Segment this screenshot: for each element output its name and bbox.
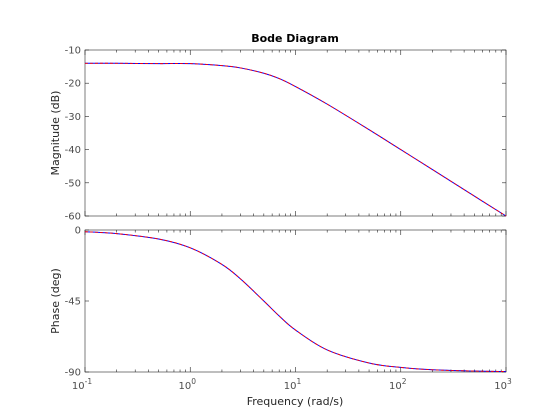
phase-ytick-label: -45	[65, 297, 81, 308]
magnitude-ytick-label: -30	[65, 112, 81, 123]
phase-axis-label: Phase (deg)	[49, 268, 62, 334]
x-tick-label: 100	[178, 377, 196, 392]
magnitude-ytick-label: -60	[65, 212, 81, 223]
x-tick-label: 101	[284, 377, 302, 392]
magnitude-series-line-2	[84, 62, 507, 217]
magnitude-ytick-label: -40	[65, 145, 81, 156]
phase-panel: 0 -45 -90	[65, 226, 507, 379]
chart-title: Bode Diagram	[251, 32, 339, 45]
x-tick-label: 103	[494, 377, 512, 392]
magnitude-ytick-label: -20	[65, 79, 81, 90]
phase-ytick-label: -90	[65, 368, 81, 379]
x-tick-labels: 10-1 100 101 102 103	[72, 377, 512, 392]
magnitude-ytick-label: -10	[65, 46, 81, 57]
phase-series-line-2	[84, 231, 507, 372]
magnitude-axes-box	[84, 49, 507, 217]
phase-axes-box	[84, 229, 507, 373]
magnitude-panel: -10 -20 -30 -40 -50 -60	[65, 46, 507, 223]
x-tick-label: 10-1	[72, 377, 92, 392]
phase-ytick-label: 0	[75, 226, 81, 237]
magnitude-axis-label: Magnitude (dB)	[49, 91, 62, 176]
x-tick-label: 102	[389, 377, 407, 392]
frequency-axis-label: Frequency (rad/s)	[247, 395, 344, 408]
magnitude-ytick-label: -50	[65, 178, 81, 189]
